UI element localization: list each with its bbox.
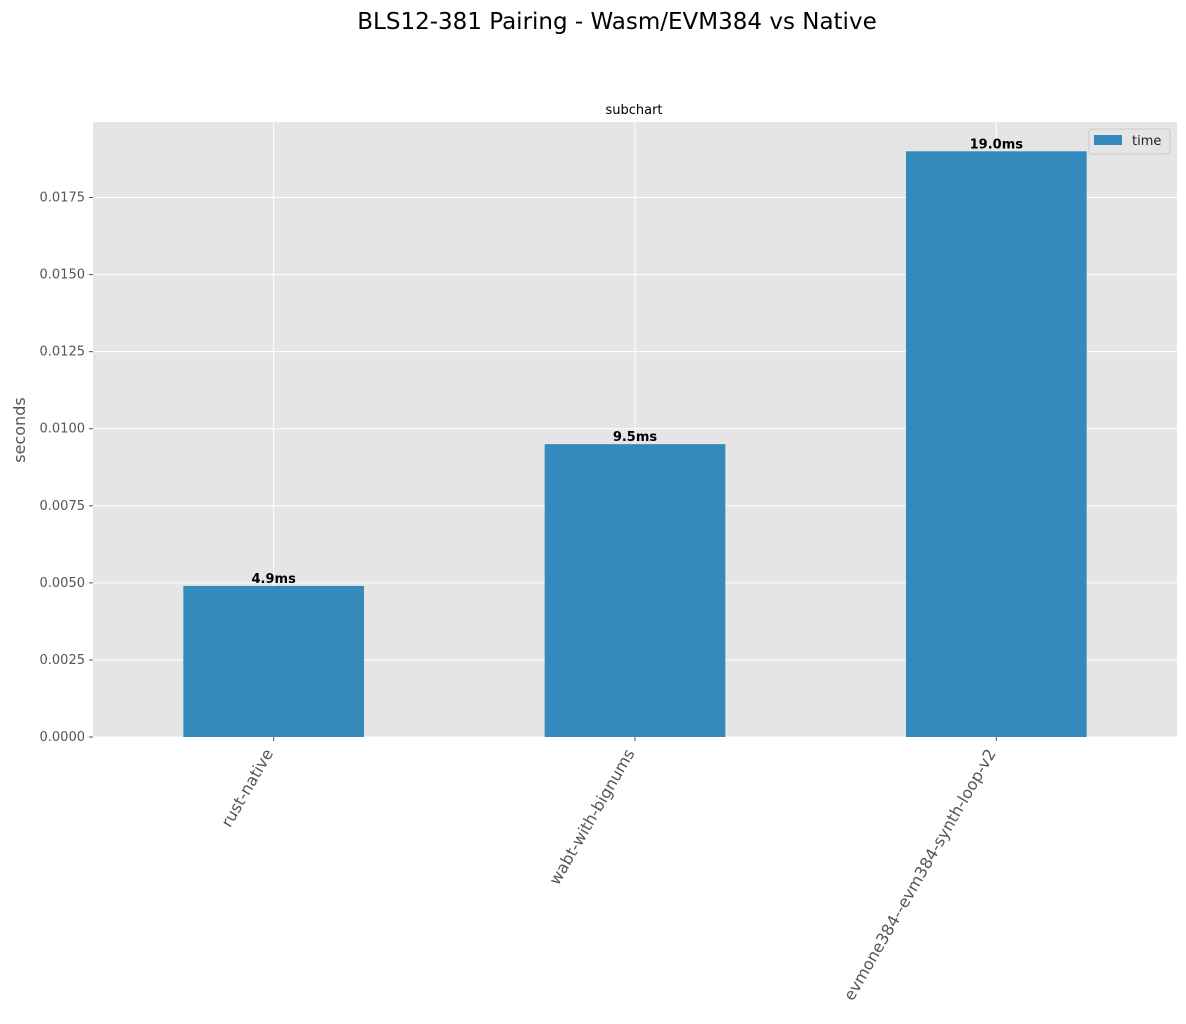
legend: time xyxy=(1088,128,1171,155)
legend-swatch xyxy=(1094,135,1122,145)
y-tick-label: 0.0150 xyxy=(40,268,86,283)
x-axis: rust-native wabt-with-bignums evmone384--e… xyxy=(217,737,1000,1004)
x-tick-label: evmone384--evm384-synth-loop-v2 xyxy=(840,745,1000,1003)
y-tick-label: 0.0100 xyxy=(40,422,86,437)
bar-data-label: 19.0ms xyxy=(970,137,1024,152)
bar-data-label: 9.5ms xyxy=(613,430,658,445)
y-tick-label: 0.0125 xyxy=(40,345,86,360)
chart-subtitle: subchart xyxy=(605,103,662,118)
x-tick-label: rust-native xyxy=(217,746,277,831)
bar-group: 4.9ms 9.5ms 19.0ms xyxy=(183,137,1087,738)
y-tick-label: 0.0175 xyxy=(40,191,86,206)
legend-label: time xyxy=(1132,134,1161,149)
bar-data-label: 4.9ms xyxy=(252,572,297,587)
y-tick-label: 0.0075 xyxy=(40,499,86,514)
x-tick-label: wabt-with-bignums xyxy=(545,746,638,889)
y-tick-label: 0.0025 xyxy=(40,653,86,668)
bar xyxy=(544,444,726,737)
y-axis: 0.0000 0.0025 0.0050 0.0075 0.0100 0.0125 0.01… xyxy=(40,191,93,745)
chart-title: BLS12-381 Pairing - Wasm/EVM384 vs Nativ… xyxy=(357,9,876,35)
bar xyxy=(183,585,364,737)
y-axis-label: seconds xyxy=(10,397,29,462)
y-tick-label: 0.0050 xyxy=(40,576,86,591)
y-tick-label: 0.0000 xyxy=(40,730,86,745)
bar xyxy=(906,151,1087,738)
